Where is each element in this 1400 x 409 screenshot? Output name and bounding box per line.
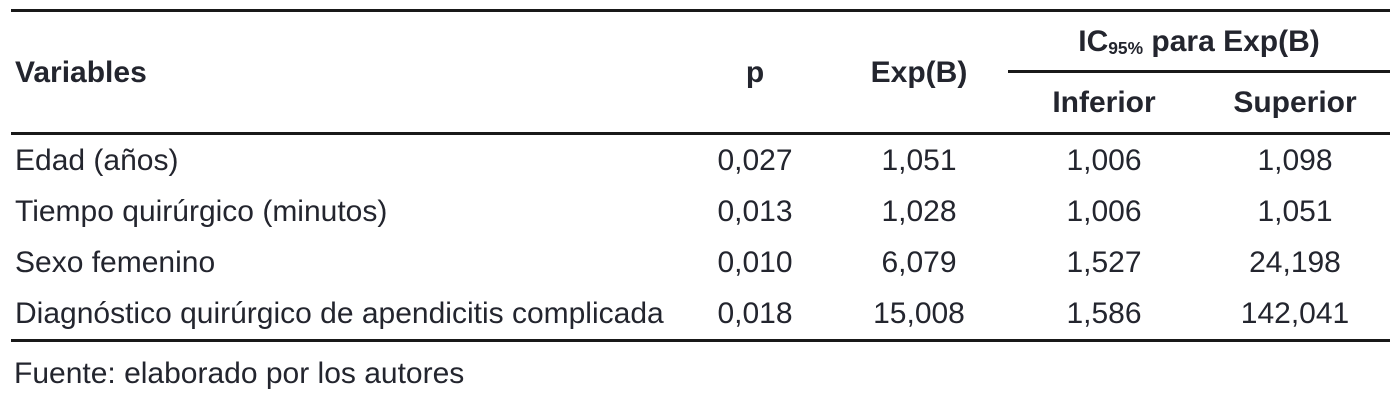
cell-superior: 24,198 [1249, 246, 1341, 279]
table-header: Variables p Exp(B) IC95% para Exp(B) Inf… [11, 10, 1390, 134]
col-header-inferior: Inferior [1052, 86, 1156, 119]
cell-variable: Sexo femenino [15, 246, 216, 279]
source-note: Fuente: elaborado por los autores [14, 357, 465, 390]
col-header-expb: Exp(B) [870, 55, 968, 89]
cell-inferior: 1,586 [1066, 297, 1142, 330]
table-body: Edad (años) 0,027 1,051 1,006 1,098 Tiem… [11, 132, 1390, 341]
table-row: Diagnóstico quirúrgico de apendicitis co… [11, 288, 1390, 341]
ic-label-prefix: IC [1078, 24, 1109, 58]
ic-label-suffix: para Exp(B) [1143, 24, 1320, 58]
cell-inferior: 1,006 [1066, 195, 1142, 228]
cell-expb: 15,008 [873, 297, 965, 330]
regression-results-table: Variables p Exp(B) IC95% para Exp(B) Inf… [11, 9, 1390, 342]
table-row: Edad (años) 0,027 1,051 1,006 1,098 [11, 132, 1390, 186]
header-row-group: Variables p Exp(B) IC95% para Exp(B) [11, 10, 1390, 89]
cell-expb: 1,051 [830, 132, 1008, 186]
cell-variable: Edad (años) [11, 132, 680, 186]
cell-expb: 6,079 [881, 246, 957, 279]
cell-superior: 1,098 [1200, 132, 1390, 186]
table-row: Sexo femenino 0,010 6,079 1,527 24,198 [11, 237, 1390, 288]
cell-p: 0,013 [717, 195, 793, 228]
col-header-p: p [745, 55, 765, 89]
cell-superior: 1,051 [1257, 195, 1333, 228]
cell-p: 0,027 [680, 132, 830, 186]
ic-label-subscript: 95% [1108, 37, 1144, 58]
cell-p: 0,018 [717, 297, 793, 330]
cell-expb: 1,028 [881, 195, 957, 228]
col-header-superior: Superior [1233, 86, 1357, 119]
table-row: Tiempo quirúrgico (minutos) 0,013 1,028 … [11, 186, 1390, 237]
cell-inferior: 1,527 [1066, 246, 1142, 279]
col-header-variables: Variables [15, 55, 147, 89]
cell-p: 0,010 [717, 246, 793, 279]
header-row-sub: Inferior Superior [11, 72, 1390, 134]
cell-superior: 142,041 [1240, 297, 1350, 330]
col-header-ic-group: IC95% para Exp(B) [1008, 10, 1390, 73]
cell-inferior: 1,006 [1008, 132, 1200, 186]
cell-variable: Diagnóstico quirúrgico de apendicitis co… [15, 297, 664, 330]
cell-variable: Tiempo quirúrgico (minutos) [15, 195, 388, 228]
